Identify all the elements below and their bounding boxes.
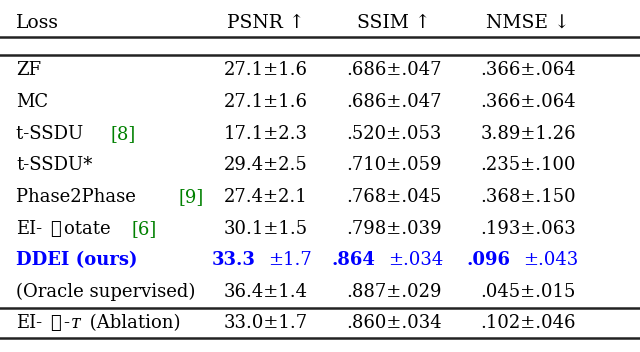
Text: 27.4±2.1: 27.4±2.1: [224, 188, 307, 206]
Text: DDEI (ours): DDEI (ours): [16, 251, 138, 270]
Text: .193±.063: .193±.063: [480, 220, 576, 238]
Text: ᴛ: ᴛ: [71, 314, 81, 332]
Text: .366±.064: .366±.064: [480, 93, 576, 111]
Text: 33.3: 33.3: [211, 251, 255, 270]
Text: .768±.045: .768±.045: [346, 188, 442, 206]
Text: [8]: [8]: [110, 125, 136, 143]
Text: 27.1±1.6: 27.1±1.6: [223, 61, 308, 80]
Text: MC: MC: [16, 93, 48, 111]
Text: .102±.046: .102±.046: [480, 314, 576, 332]
Text: Loss: Loss: [16, 14, 59, 32]
Text: .860±.034: .860±.034: [346, 314, 442, 332]
Text: ±1.7: ±1.7: [268, 251, 312, 270]
Text: otate: otate: [63, 220, 116, 238]
Text: 33.0±1.7: 33.0±1.7: [223, 314, 308, 332]
Text: .520±.053: .520±.053: [346, 125, 442, 143]
Text: .710±.059: .710±.059: [346, 156, 442, 175]
Text: .798±.039: .798±.039: [346, 220, 442, 238]
Text: NMSE ↓: NMSE ↓: [486, 14, 570, 32]
Text: .045±.015: .045±.015: [480, 283, 576, 301]
Text: [9]: [9]: [178, 188, 204, 206]
Text: ℛ: ℛ: [50, 314, 60, 332]
Text: ±.034: ±.034: [388, 251, 444, 270]
Text: 29.4±2.5: 29.4±2.5: [224, 156, 307, 175]
Text: .686±.047: .686±.047: [346, 93, 442, 111]
Text: .864: .864: [332, 251, 376, 270]
Text: PSNR ↑: PSNR ↑: [227, 14, 305, 32]
Text: ±.043: ±.043: [523, 251, 579, 270]
Text: t-SSDU: t-SSDU: [16, 125, 89, 143]
Text: .235±.100: .235±.100: [480, 156, 576, 175]
Text: EI-: EI-: [16, 220, 42, 238]
Text: Phase2Phase: Phase2Phase: [16, 188, 141, 206]
Text: .887±.029: .887±.029: [346, 283, 442, 301]
Text: ℛ: ℛ: [50, 220, 60, 238]
Text: .366±.064: .366±.064: [480, 61, 576, 80]
Text: 36.4±1.4: 36.4±1.4: [223, 283, 308, 301]
Text: (Ablation): (Ablation): [84, 314, 180, 332]
Text: .686±.047: .686±.047: [346, 61, 442, 80]
Text: -: -: [63, 314, 70, 332]
Text: t-SSDU*: t-SSDU*: [16, 156, 92, 175]
Text: .096: .096: [467, 251, 510, 270]
Text: 3.89±1.26: 3.89±1.26: [480, 125, 576, 143]
Text: ZF: ZF: [16, 61, 41, 80]
Text: [6]: [6]: [131, 220, 156, 238]
Text: 17.1±2.3: 17.1±2.3: [223, 125, 308, 143]
Text: SSIM ↑: SSIM ↑: [356, 14, 431, 32]
Text: 30.1±1.5: 30.1±1.5: [223, 220, 308, 238]
Text: (Oracle supervised): (Oracle supervised): [16, 283, 195, 301]
Text: 27.1±1.6: 27.1±1.6: [223, 93, 308, 111]
Text: EI-: EI-: [16, 314, 42, 332]
Text: .368±.150: .368±.150: [480, 188, 576, 206]
